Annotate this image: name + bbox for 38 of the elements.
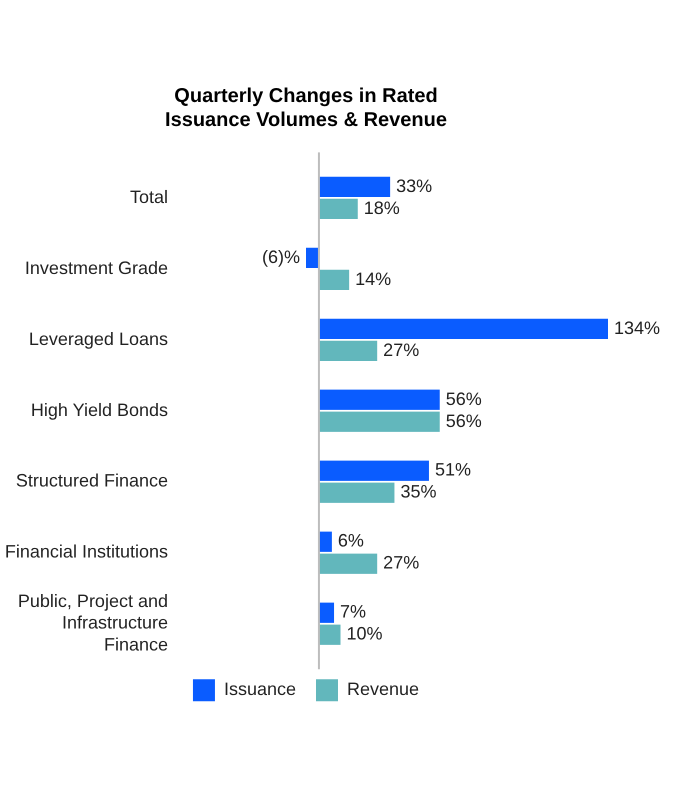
- data-label: 27%: [383, 552, 420, 573]
- bar: [318, 624, 341, 645]
- bar: [318, 270, 350, 290]
- bar: [306, 248, 319, 268]
- chart-title: Quarterly Changes in Rated Issuance Volumes & Revenue: [165, 84, 447, 131]
- data-label: (6)%: [262, 246, 300, 267]
- data-label: 18%: [364, 198, 400, 218]
- bar: [318, 412, 440, 432]
- y-tick-label: Investment Grade: [24, 258, 168, 278]
- data-label: 51%: [434, 460, 471, 480]
- bar: [318, 460, 429, 481]
- bar: [318, 318, 608, 339]
- bar: [318, 532, 332, 552]
- data-label: 134%: [614, 318, 660, 338]
- data-label: 7%: [340, 602, 366, 622]
- y-tick-label: Structured Finance: [16, 470, 168, 491]
- y-tick-label: High Yield Bonds: [30, 400, 168, 420]
- bar: [318, 340, 378, 361]
- data-label: 33%: [396, 176, 432, 196]
- data-label: 56%: [446, 410, 482, 431]
- bar: [318, 602, 334, 623]
- data-label: 14%: [355, 268, 392, 289]
- y-tick-label: Financial Institutions: [4, 542, 168, 562]
- y-tick-label: Total: [130, 186, 168, 207]
- legend-label: Revenue: [346, 679, 420, 700]
- bar: [318, 176, 390, 198]
- data-label: 6%: [338, 530, 364, 551]
- y-tick-label: Public, Project and Infrastructure Finance: [18, 591, 168, 654]
- bar: [318, 554, 378, 574]
- legend-label: Issuance: [224, 679, 296, 700]
- y-tick-label: Leveraged Loans: [28, 328, 168, 349]
- bar: [318, 198, 358, 220]
- data-label: 56%: [446, 388, 482, 409]
- bar: [318, 482, 394, 503]
- data-label: 35%: [400, 482, 436, 502]
- data-label: 10%: [346, 624, 383, 644]
- bar: [318, 390, 440, 410]
- data-label: 27%: [383, 340, 420, 360]
